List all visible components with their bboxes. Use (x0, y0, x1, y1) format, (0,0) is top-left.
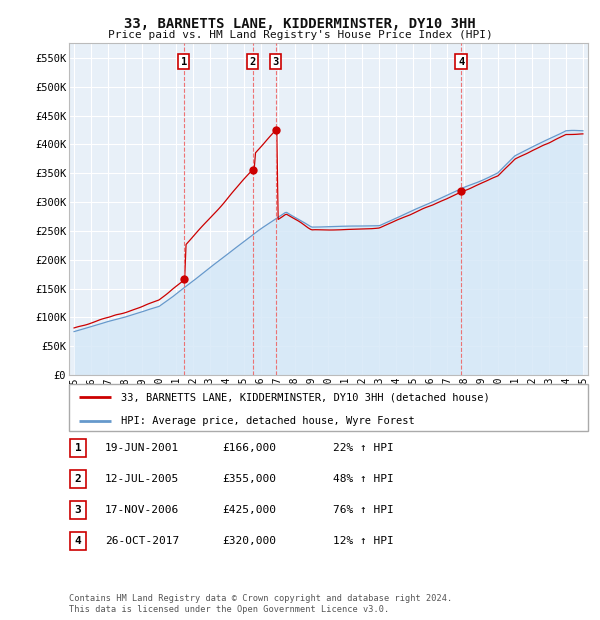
FancyBboxPatch shape (70, 439, 86, 456)
FancyBboxPatch shape (70, 470, 86, 487)
FancyBboxPatch shape (69, 384, 588, 431)
Text: 3: 3 (272, 56, 279, 66)
Text: 12-JUL-2005: 12-JUL-2005 (105, 474, 179, 484)
Text: 12% ↑ HPI: 12% ↑ HPI (333, 536, 394, 546)
Text: 33, BARNETTS LANE, KIDDERMINSTER, DY10 3HH (detached house): 33, BARNETTS LANE, KIDDERMINSTER, DY10 3… (121, 392, 490, 402)
Text: Price paid vs. HM Land Registry's House Price Index (HPI): Price paid vs. HM Land Registry's House … (107, 30, 493, 40)
Text: Contains HM Land Registry data © Crown copyright and database right 2024.: Contains HM Land Registry data © Crown c… (69, 593, 452, 603)
Text: This data is licensed under the Open Government Licence v3.0.: This data is licensed under the Open Gov… (69, 604, 389, 614)
Text: 33, BARNETTS LANE, KIDDERMINSTER, DY10 3HH: 33, BARNETTS LANE, KIDDERMINSTER, DY10 3… (124, 17, 476, 32)
Text: £166,000: £166,000 (222, 443, 276, 453)
Text: £320,000: £320,000 (222, 536, 276, 546)
Text: 1: 1 (181, 56, 187, 66)
FancyBboxPatch shape (70, 501, 86, 518)
FancyBboxPatch shape (70, 532, 86, 549)
Text: £355,000: £355,000 (222, 474, 276, 484)
Text: 26-OCT-2017: 26-OCT-2017 (105, 536, 179, 546)
Text: 17-NOV-2006: 17-NOV-2006 (105, 505, 179, 515)
Text: 19-JUN-2001: 19-JUN-2001 (105, 443, 179, 453)
Text: £425,000: £425,000 (222, 505, 276, 515)
Text: 4: 4 (458, 56, 464, 66)
Text: HPI: Average price, detached house, Wyre Forest: HPI: Average price, detached house, Wyre… (121, 415, 415, 426)
Text: 2: 2 (74, 474, 82, 484)
Text: 4: 4 (74, 536, 82, 546)
Text: 76% ↑ HPI: 76% ↑ HPI (333, 505, 394, 515)
Text: 22% ↑ HPI: 22% ↑ HPI (333, 443, 394, 453)
Text: 2: 2 (250, 56, 256, 66)
Text: 48% ↑ HPI: 48% ↑ HPI (333, 474, 394, 484)
Text: 3: 3 (74, 505, 82, 515)
Text: 1: 1 (74, 443, 82, 453)
